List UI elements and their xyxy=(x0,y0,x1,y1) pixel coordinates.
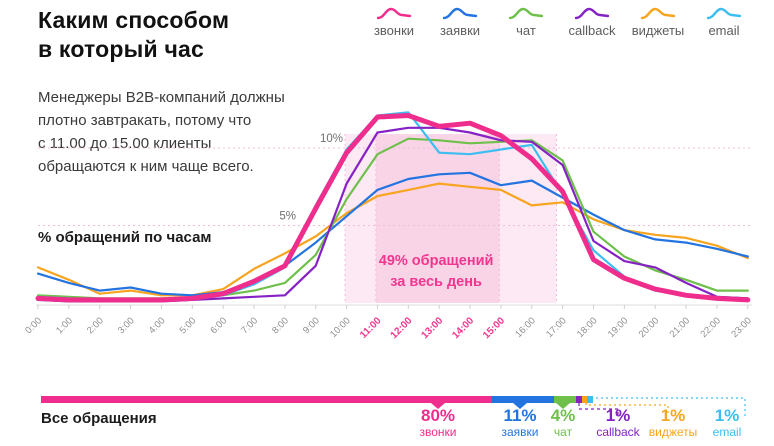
bar-pointer-chat xyxy=(556,403,570,409)
x-axis-label: 9:00 xyxy=(301,315,322,336)
chart-canvas: 5% 10% 0:00 1:00 2:00 3:00 4:00 5:00 6:00 7:00 8:0… xyxy=(23,111,754,341)
bar-value-label-calls: 80% звонки xyxy=(393,406,483,440)
x-axis-label: 3:00 xyxy=(116,315,137,336)
x-axis-label: 0:00 xyxy=(23,315,44,336)
legend-item-widgets: виджеты xyxy=(630,5,686,38)
bar-percent: 4% xyxy=(550,406,576,425)
x-axis-label: 7:00 xyxy=(239,315,260,336)
x-axis-label: 1:00 xyxy=(54,315,75,336)
legend-sparkline-icon xyxy=(376,7,412,20)
series-line-forms xyxy=(36,171,749,297)
x-axis-label: 18:00 xyxy=(575,315,600,340)
legend-item-chat: чат xyxy=(498,5,554,38)
x-axis-label: 13:00 xyxy=(419,315,445,341)
x-axis-label: 12:00 xyxy=(389,315,415,341)
bar-percent: 1% xyxy=(605,406,631,425)
bar-segment-name: виджеты xyxy=(648,425,698,439)
bar-value-label-widgets: 1% виджеты xyxy=(628,406,718,440)
chart-annotation-line1: 49% обращений xyxy=(379,253,494,269)
legend: звонки заявки чат callback виджеты email xyxy=(366,5,752,38)
bar-percent: 1% xyxy=(660,406,686,425)
bar-segment-email xyxy=(587,396,593,403)
legend-item-label: заявки xyxy=(439,23,481,38)
legend-item-label: виджеты xyxy=(631,23,685,38)
legend-item-forms: заявки xyxy=(432,5,488,38)
legend-item-label: звонки xyxy=(373,23,415,38)
bar-percent: 80% xyxy=(420,406,456,425)
bar-value-label-callback: 1% callback xyxy=(573,406,663,440)
x-axis-label: 17:00 xyxy=(544,315,569,340)
bar-segment-chat xyxy=(553,396,577,403)
legend-sparkline-icon xyxy=(442,7,478,20)
summary-stacked-bar xyxy=(41,396,593,403)
x-axis-label: 20:00 xyxy=(637,315,662,340)
legend-sparkline-icon xyxy=(574,7,610,20)
x-axis-label: 22:00 xyxy=(698,315,723,340)
description-line: Менеджеры B2B-компаний должны xyxy=(38,89,285,106)
bar-percent: 11% xyxy=(503,406,537,425)
legend-sparkline-icon xyxy=(706,7,742,20)
summary-bar-label: Все обращения xyxy=(41,410,157,427)
bar-value-label-chat: 4% чат xyxy=(518,406,608,440)
x-axis-label: 21:00 xyxy=(668,315,693,340)
x-axis-label: 14:00 xyxy=(450,315,476,341)
bar-segment-widgets xyxy=(581,396,588,403)
bar-segment-calls xyxy=(41,396,492,403)
legend-item-label: callback xyxy=(568,23,616,38)
x-axis-label: 5:00 xyxy=(178,315,199,336)
bar-segment-name: email xyxy=(712,425,742,439)
legend-item-callback: callback xyxy=(564,5,620,38)
x-axis-label: 8:00 xyxy=(270,315,291,336)
x-axis-label: 19:00 xyxy=(606,315,631,340)
series-line-calls xyxy=(35,113,751,303)
grid-label-5: 5% xyxy=(279,211,296,223)
bar-pointer-forms xyxy=(513,403,527,409)
highlight-band-inner xyxy=(375,134,500,303)
grid-label-10: 10% xyxy=(320,133,343,145)
summary-section: Все обращения 80% звонки 11% заявки 4% чат 1% c… xyxy=(0,390,774,446)
page-title-line1: Каким способом xyxy=(38,7,230,33)
x-axis-label: 16:00 xyxy=(513,315,538,340)
description-line: обращаются к ним чаще всего. xyxy=(38,158,254,175)
x-axis-label: 23:00 xyxy=(729,315,754,340)
bar-segment-name: чат xyxy=(553,425,573,439)
x-axis-label: 2:00 xyxy=(85,315,106,336)
legend-item-label: email xyxy=(708,23,740,38)
line-chart: 5% 10% 0:00 1:00 2:00 3:00 4:00 5:00 6:00 7:00 8:0… xyxy=(0,95,774,345)
legend-item-calls: звонки xyxy=(366,5,422,38)
legend-sparkline-icon xyxy=(640,7,676,20)
bar-segment-callback xyxy=(576,396,582,403)
bar-pointer-calls xyxy=(431,403,445,409)
x-axis-label: 6:00 xyxy=(208,315,229,336)
bar-segment-name: callback xyxy=(596,425,640,439)
description: Менеджеры B2B-компаний должны плотно зав… xyxy=(38,86,285,178)
x-axis-label: 15:00 xyxy=(481,315,507,341)
legend-item-label: чат xyxy=(516,23,536,38)
bar-segment-name: звонки xyxy=(419,425,457,439)
x-axis-label: 4:00 xyxy=(147,315,168,336)
description-line: плотно завтракать, потому что xyxy=(38,112,252,129)
x-axis-label: 11:00 xyxy=(358,315,384,341)
bar-segment-forms xyxy=(491,396,554,403)
bar-percent: 1% xyxy=(714,406,740,425)
chart-annotation-line2: за весь день xyxy=(390,274,482,290)
legend-sparkline-icon xyxy=(508,7,544,20)
y-axis-label: % обращений по часам xyxy=(38,229,212,246)
bar-segment-name: заявки xyxy=(501,425,539,439)
x-axis-label: 10:00 xyxy=(328,315,353,340)
page-title: Каким способом в который час xyxy=(38,6,229,64)
bar-value-label-email: 1% email xyxy=(682,406,772,440)
legend-item-email: email xyxy=(696,5,752,38)
page-title-line2: в который час xyxy=(38,36,204,62)
bar-value-label-forms: 11% заявки xyxy=(475,406,565,440)
